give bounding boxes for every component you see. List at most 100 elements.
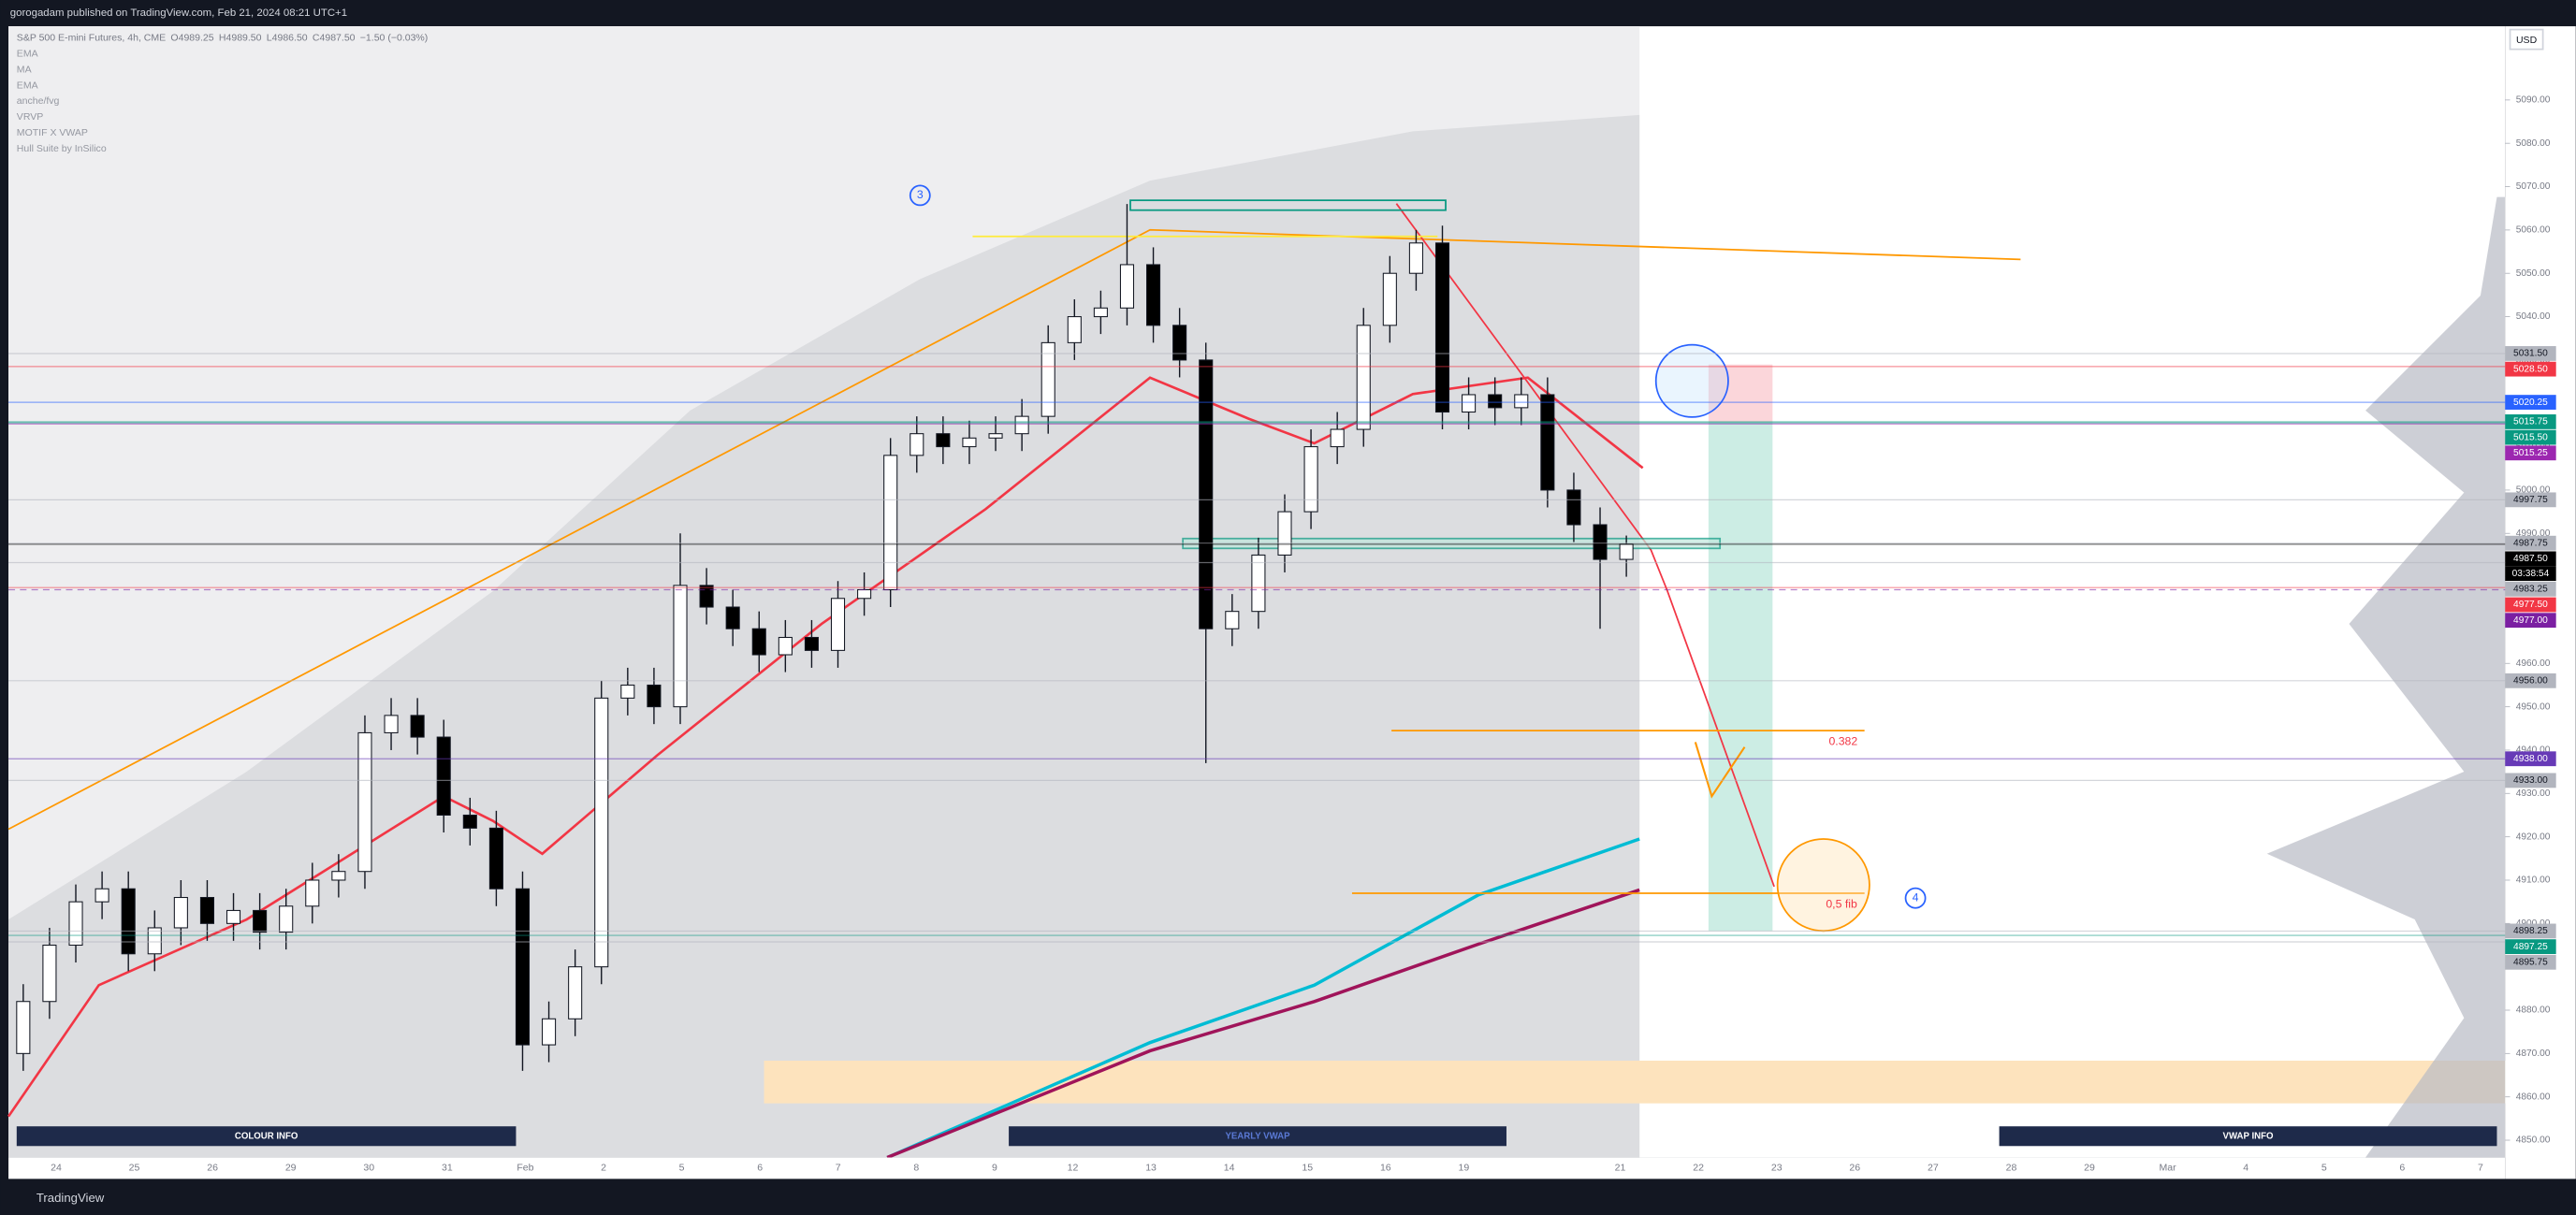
indicator-name: MA — [17, 65, 32, 76]
candle-body — [751, 628, 766, 656]
indicator-name: MOTIF X VWAP — [17, 127, 88, 138]
price-label: 4898.25 — [2513, 926, 2548, 936]
info-button[interactable] — [1999, 1126, 2497, 1147]
price-label-box — [2505, 445, 2556, 461]
stop-zone — [1708, 364, 1773, 423]
x-tick-label: 29 — [285, 1163, 297, 1174]
candle-body — [647, 684, 662, 708]
price-label-box — [2505, 551, 2556, 567]
candle-body — [1119, 264, 1135, 309]
wave-marker — [1904, 887, 1927, 909]
candle-body — [1067, 316, 1082, 343]
candle-body — [147, 927, 162, 955]
candle-body — [1199, 359, 1214, 629]
candle-body — [1540, 394, 1555, 491]
countdown-box — [2505, 566, 2556, 582]
y-tick-label: 5040.00 — [2516, 311, 2551, 322]
info-button-label[interactable]: COLOUR INFO — [235, 1131, 298, 1141]
price-label: 4956.00 — [2513, 676, 2548, 687]
symbol: S&P 500 E-mini Futures, 4h, CME O4989.25 H… — [17, 32, 428, 43]
price-label-box — [2505, 414, 2556, 429]
y-tick-label: 5000.00 — [2516, 485, 2551, 496]
x-tick-label: 7 — [836, 1163, 841, 1174]
candle-body — [1330, 428, 1345, 448]
price-label: 4997.75 — [2513, 495, 2548, 505]
info-button[interactable] — [16, 1126, 517, 1147]
price-label: 4938.00 — [2513, 754, 2548, 764]
brand: TradingView — [36, 1191, 105, 1205]
candle-body — [725, 606, 740, 629]
info-buttons: COLOUR INFO YEARLY VWAP VWAP INFO — [16, 1126, 2497, 1147]
candle-body — [1251, 554, 1266, 613]
currency-button[interactable] — [2509, 28, 2544, 51]
circle — [1654, 343, 1729, 418]
time-axis — [8, 1157, 2506, 1179]
candle-body — [830, 598, 846, 651]
y-tick-label: 4900.00 — [2516, 918, 2551, 929]
candle-body — [673, 585, 688, 708]
candle-body — [1566, 489, 1581, 526]
indicator-name: EMA — [17, 80, 38, 91]
candle-body — [1093, 307, 1108, 318]
price-label-box — [2505, 395, 2556, 410]
price-label: 4977.50 — [2513, 600, 2548, 610]
x-tick-label: 4 — [2243, 1163, 2249, 1174]
candle-body — [436, 736, 451, 817]
price-label: 5028.50 — [2513, 364, 2548, 374]
price-label: 4987.75 — [2513, 538, 2548, 548]
x-tick-label: 14 — [1224, 1163, 1235, 1174]
target-zone — [1708, 422, 1773, 932]
candle-body — [1277, 511, 1292, 556]
y-tick-label: 5080.00 — [2516, 138, 2551, 149]
wave-label: 4 — [1913, 890, 1919, 904]
y-tick-label: 4920.00 — [2516, 832, 2551, 842]
candle-body — [804, 636, 819, 651]
price-label: 4895.75 — [2513, 957, 2548, 967]
x-tick-label: 15 — [1302, 1163, 1313, 1174]
x-tick-label: 28 — [2006, 1163, 2017, 1174]
x-tick-label: 6 — [2399, 1163, 2405, 1174]
publish-info: gorogadam published on TradingView.com, … — [10, 7, 347, 19]
y-tick-label: 4950.00 — [2516, 702, 2551, 712]
countdown: 03:38:54 — [2512, 569, 2550, 579]
candle-body — [68, 901, 83, 947]
candle-body — [1434, 242, 1450, 413]
fib-label: 0,5 fib — [1826, 897, 1857, 910]
info-button[interactable] — [1009, 1126, 1506, 1147]
candle-body — [1356, 325, 1371, 430]
candle-body — [1014, 415, 1029, 435]
candle-body — [462, 814, 477, 829]
price-label-box — [2505, 923, 2556, 939]
fib-label: 0.382 — [1828, 735, 1857, 748]
candle-body — [1514, 394, 1529, 409]
legend: S&P 500 E-mini Futures, 4h, CME O4989.25 H… — [17, 32, 428, 154]
y-tick-label: 5060.00 — [2516, 225, 2551, 236]
y-tick-label: 5090.00 — [2516, 95, 2551, 106]
x-tick-label: 19 — [1459, 1163, 1470, 1174]
price-label: 4983.25 — [2513, 585, 2548, 595]
candle-body — [1619, 543, 1634, 560]
wave-marker — [909, 184, 931, 207]
candle-body — [305, 879, 320, 907]
currency[interactable]: USD — [2516, 35, 2538, 46]
vwap-maroon — [886, 888, 1640, 1160]
y-tick-label: 4990.00 — [2516, 528, 2551, 539]
x-tick-label: 26 — [207, 1163, 218, 1174]
candle-body — [910, 433, 924, 456]
candle-body — [936, 433, 951, 448]
candle-body — [357, 731, 372, 873]
projection — [1395, 203, 1775, 888]
candle-body — [883, 455, 898, 591]
candle-body — [778, 636, 793, 656]
price-label-box — [2505, 346, 2556, 361]
info-button-label[interactable]: VWAP INFO — [2223, 1131, 2274, 1141]
x-tick-label: 12 — [1068, 1163, 1079, 1174]
candle-body — [1593, 524, 1608, 560]
candle-body — [620, 684, 635, 699]
info-button-label[interactable]: YEARLY VWAP — [1225, 1131, 1290, 1141]
candle-body — [1146, 264, 1161, 326]
candle-body — [226, 909, 241, 924]
y-tick-label: 4850.00 — [2516, 1135, 2551, 1146]
candle-body — [1462, 394, 1477, 413]
